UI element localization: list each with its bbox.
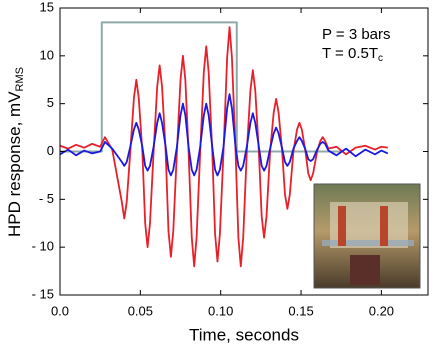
- x-tick-label: 0.20: [369, 303, 394, 318]
- y-tick-label: - 15: [32, 286, 54, 301]
- series-line: [60, 21, 342, 153]
- y-tick-label: - 5: [39, 191, 54, 206]
- y-tick-label: 15: [40, 0, 54, 14]
- y-axis-label: HPD response, mVRMS: [5, 67, 25, 237]
- y-tick-label: 0: [47, 143, 54, 158]
- x-tick-label: 0.05: [128, 303, 153, 318]
- y-tick-label: 10: [40, 47, 54, 62]
- annotation: P = 3 bars: [322, 26, 391, 43]
- plot-area: [59, 21, 389, 268]
- series-line: [59, 93, 389, 177]
- y-tick-label: - 10: [32, 239, 54, 254]
- inset-photo: [313, 183, 421, 289]
- annotation: T = 0.5Tc: [322, 45, 383, 64]
- x-tick-label: 0.15: [288, 303, 313, 318]
- y-tick-label: 5: [47, 95, 54, 110]
- x-tick-label: 0.0: [51, 303, 69, 318]
- x-tick-label: 0.10: [208, 303, 233, 318]
- x-axis-label: Time, seconds: [189, 325, 299, 344]
